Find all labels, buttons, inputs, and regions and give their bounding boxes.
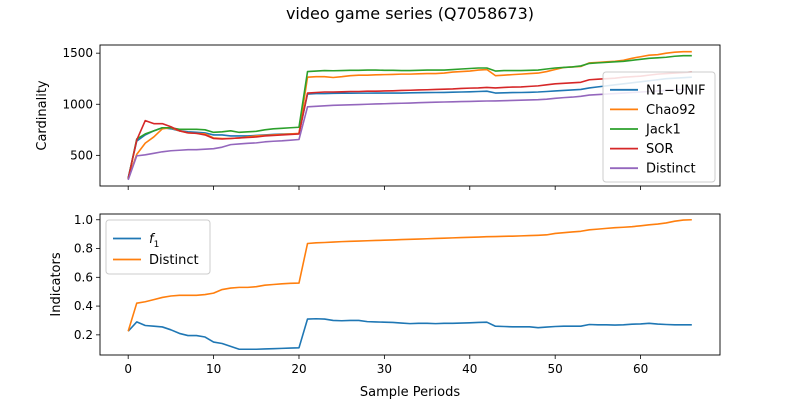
series-line-distinct [127,88,692,181]
x-tick-label: 30 [377,362,392,376]
figure-title: video game series (Q7058673) [286,4,534,23]
legend-box [105,219,211,275]
x-tick-label: 10 [206,362,221,376]
y-tick-label: 0.4 [74,299,93,313]
series-line-distinct [127,218,692,332]
y-tick-label: 1000 [62,97,93,111]
series-line-jack1 [127,54,692,180]
legend-label: Jack1 [645,123,681,138]
y-tick-label: 0.8 [74,242,93,256]
legend-label: Distinct [646,162,696,177]
legend: f1 Distinct [105,219,211,275]
legend-label: Distinct [149,253,199,268]
y-tick-label: 500 [70,148,93,162]
legend-label: f1 [149,232,159,250]
legend: N1−UNIF Chao92 Jack1 SOR Distinct [602,71,716,183]
legend-box [602,71,716,183]
cardinality-axes: 500 1000 1500 Cardinality N1−UNIF Chao92 Jack1… [35,44,721,190]
x-tick-label: 20 [291,362,306,376]
series-line-sor [127,71,692,180]
y-tick-label: 1.0 [74,213,93,227]
indicators-axes: 0 10 20 30 40 50 60 0.2 0.4 0.6 0.8 1.0 Indicators f1… [49,213,721,376]
y-tick-label: 1500 [62,46,93,60]
legend-label: Chao92 [646,103,696,118]
legend-label: N1−UNIF [646,83,705,98]
x-tick-label: 50 [548,362,563,376]
axes-frame [99,213,721,356]
y-axis-label: Indicators [49,252,64,316]
y-tick-label: 0.2 [74,328,93,342]
series-line-f-1 [127,317,692,351]
x-axis-label: Sample Periods [360,385,460,400]
legend-label: SOR [646,142,674,157]
y-axis-label: Cardinality [35,80,50,151]
series-line-n1-unif [127,76,692,179]
x-tick-label: 60 [633,362,648,376]
x-tick-label: 0 [124,362,132,376]
y-tick-label: 0.6 [74,270,93,284]
axes-frame [99,44,721,187]
x-tick-label: 40 [462,362,477,376]
